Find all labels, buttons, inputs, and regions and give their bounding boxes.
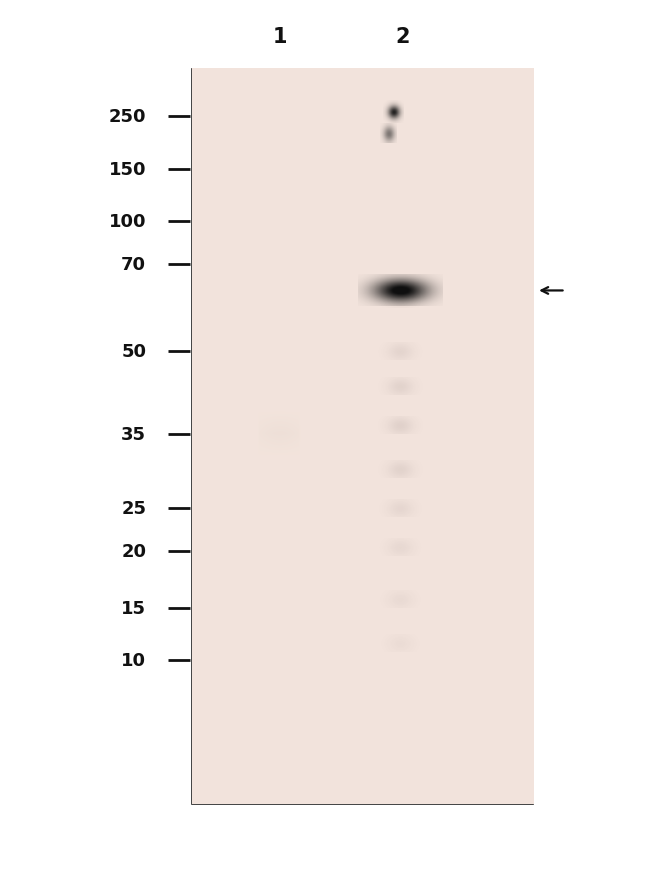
Text: 1: 1 (272, 27, 287, 46)
Text: 150: 150 (109, 161, 146, 178)
Text: 20: 20 (122, 543, 146, 561)
Text: 100: 100 (109, 213, 146, 230)
Text: 250: 250 (109, 109, 146, 126)
Bar (192, 70, 533, 804)
Text: 50: 50 (122, 343, 146, 361)
Text: 70: 70 (122, 256, 146, 274)
Text: 35: 35 (122, 426, 146, 443)
Text: 10: 10 (122, 652, 146, 669)
Text: 15: 15 (122, 600, 146, 617)
Text: 25: 25 (122, 500, 146, 517)
Text: 2: 2 (396, 27, 410, 46)
